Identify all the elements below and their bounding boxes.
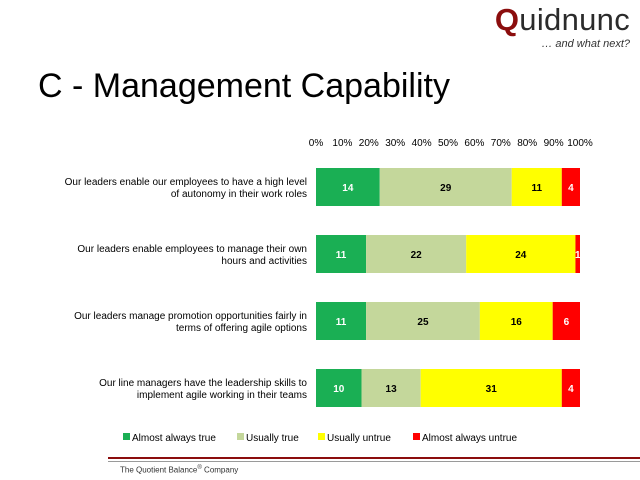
bar-segment	[466, 235, 576, 273]
x-tick-label: 0%	[309, 138, 324, 149]
brand-initial: Q	[494, 2, 520, 37]
data-label: 22	[411, 250, 423, 261]
legend-swatch	[237, 433, 244, 440]
bar-segment	[316, 302, 367, 340]
data-label: 1	[575, 250, 581, 261]
category-label-line: Our leaders manage promotion opportuniti…	[74, 311, 307, 322]
bar-segment	[561, 369, 580, 407]
category-label: Our leaders manage promotion opportuniti…	[74, 311, 307, 334]
category-label-line: of autonomy in their work roles	[171, 189, 307, 200]
bar-segment	[575, 235, 580, 273]
x-tick-label: 10%	[332, 138, 352, 149]
category-label-line: hours and activities	[221, 256, 307, 267]
stacked-bar-chart: 0% 10% 20% 30% 40% 50% 60% 70% 80% 90% 100% Our lea…	[65, 138, 593, 444]
legend-label: Usually true	[246, 433, 299, 444]
data-label: 6	[564, 317, 570, 328]
footer-divider-secondary	[108, 461, 640, 462]
category-label-line: terms of offering agile options	[176, 323, 307, 334]
x-tick-label: 90%	[544, 138, 564, 149]
category-label-line: Our line managers have the leadership sk…	[99, 378, 307, 389]
bar-segment	[366, 235, 467, 273]
data-label: 4	[568, 384, 574, 395]
data-label: 14	[342, 183, 354, 194]
x-tick-label: 100%	[567, 138, 593, 149]
bar-segment	[379, 168, 512, 206]
category-label-line: Our leaders enable our employees to have…	[65, 177, 307, 188]
data-label: 25	[417, 317, 429, 328]
legend-label: Usually untrue	[327, 433, 391, 444]
x-tick-label: 80%	[517, 138, 537, 149]
x-tick-label: 20%	[359, 138, 379, 149]
footer-company-mark: ®	[197, 465, 202, 471]
data-label: 11	[531, 183, 542, 194]
legend-swatch	[123, 433, 130, 440]
bar-segment	[361, 369, 421, 407]
legend-label: Almost always untrue	[422, 433, 517, 444]
data-label: 16	[511, 317, 523, 328]
bar-segment	[511, 168, 562, 206]
data-label: 24	[515, 250, 527, 261]
data-label: 11	[336, 317, 347, 328]
legend-label: Almost always true	[132, 433, 216, 444]
x-tick-label: 40%	[412, 138, 432, 149]
category-label: Our line managers have the leadership sk…	[99, 378, 307, 401]
data-label: 13	[386, 384, 398, 395]
legend-swatch	[413, 433, 420, 440]
footer-divider	[108, 457, 640, 459]
brand-name: uidnunc	[519, 2, 630, 37]
data-label: 10	[333, 384, 345, 395]
bar-segment	[316, 235, 367, 273]
data-label: 11	[336, 250, 347, 261]
slide-title: C - Management Capability	[38, 67, 450, 105]
bar-segment	[552, 302, 580, 340]
data-label: 4	[568, 183, 574, 194]
bar-segment	[316, 369, 362, 407]
bar-segment	[479, 302, 553, 340]
footer-company: The Quotient Balance® Company	[120, 465, 238, 475]
data-label: 31	[486, 384, 498, 395]
x-tick-label: 30%	[385, 138, 405, 149]
footer-company-prefix: The Quotient Balance	[120, 465, 198, 475]
category-label-line: implement agile working in their teams	[137, 390, 307, 401]
bar-segment	[561, 168, 580, 206]
bar-segment	[420, 369, 562, 407]
category-label: Our leaders enable employees to manage t…	[77, 244, 307, 267]
x-tick-label: 60%	[464, 138, 484, 149]
data-label: 29	[440, 183, 452, 194]
legend-swatch	[318, 433, 325, 440]
bar-segment	[316, 168, 380, 206]
brand-logo: Quidnunc	[495, 2, 630, 38]
footer-company-suffix: Company	[201, 465, 239, 475]
x-tick-label: 50%	[438, 138, 458, 149]
category-label: Our leaders enable our employees to have…	[65, 177, 307, 200]
brand-tagline: … and what next?	[541, 38, 630, 50]
category-label-line: Our leaders enable employees to manage t…	[77, 244, 307, 255]
x-tick-label: 70%	[491, 138, 511, 149]
bar-segment	[366, 302, 480, 340]
